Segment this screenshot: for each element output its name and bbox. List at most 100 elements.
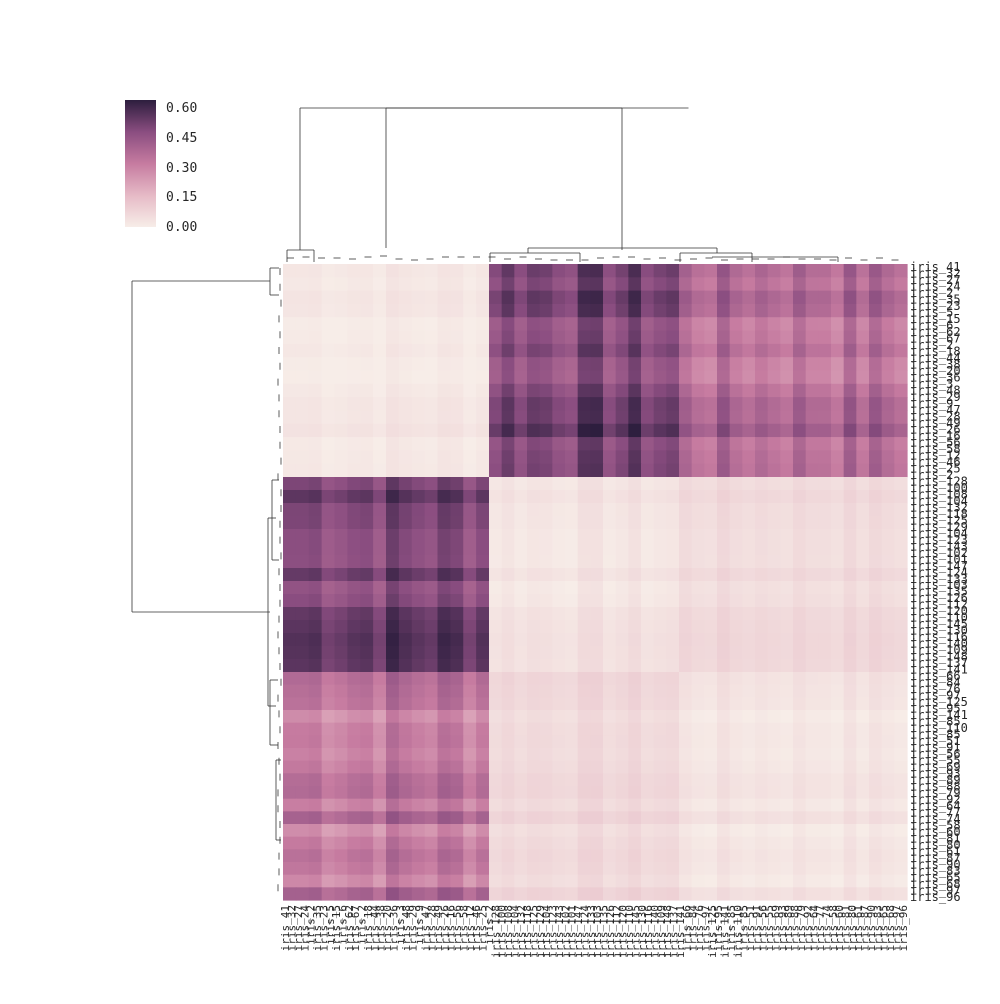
heatmap-cell (283, 542, 297, 556)
heatmap-cell (793, 383, 807, 398)
heatmap-cell (818, 477, 832, 491)
heatmap-cell (869, 697, 883, 711)
column-tick-label: iris_62 (343, 905, 356, 951)
heatmap-cell (552, 824, 566, 838)
heatmap-cell (437, 410, 451, 425)
heatmap-cell (805, 397, 819, 412)
heatmap-cell (450, 450, 464, 465)
heatmap-cell (463, 330, 477, 345)
heatmap-cell (615, 620, 629, 634)
heatmap-cell (565, 317, 579, 332)
heatmap-cell (805, 477, 819, 491)
heatmap-cell (704, 824, 718, 838)
heatmap-cell (767, 760, 781, 774)
heatmap-cell (463, 277, 477, 292)
heatmap-cell (603, 773, 617, 787)
heatmap-cell (869, 529, 883, 543)
heatmap-cell (577, 330, 591, 345)
heatmap-cell (831, 542, 845, 556)
column-tick-label: iris_18 (362, 905, 375, 951)
heatmap-cell (691, 607, 705, 621)
heatmap-cell (755, 383, 769, 398)
heatmap-cell (831, 343, 845, 358)
heatmap-cell (856, 357, 870, 372)
heatmap-cell (856, 397, 870, 412)
heatmap-cell (295, 887, 310, 901)
heatmap-cell (527, 620, 541, 634)
heatmap-cell (780, 684, 794, 698)
column-tick-label: iris_38 (375, 905, 388, 951)
heatmap-cell (704, 620, 718, 634)
heatmap-cell (398, 773, 413, 787)
heatmap-cell (295, 303, 310, 318)
heatmap-cell (704, 710, 718, 724)
heatmap-cell (424, 710, 439, 724)
heatmap-cell (476, 437, 490, 451)
heatmap-cell (321, 370, 336, 385)
heatmap-cell (476, 343, 490, 358)
heatmap-cell (615, 490, 629, 504)
heatmap-cell (437, 862, 451, 876)
heatmap-cell (437, 437, 451, 451)
heatmap-cell (653, 397, 667, 412)
row-tick-label: iris_29 (910, 390, 961, 404)
heatmap-cell (729, 542, 743, 556)
heatmap-cell (704, 722, 718, 736)
heatmap-cell (476, 672, 490, 686)
heatmap-cell (742, 684, 756, 698)
heatmap-cell (742, 568, 756, 582)
heatmap-cell (831, 659, 845, 673)
heatmap-cell (628, 477, 642, 491)
heatmap-cell (717, 581, 731, 595)
heatmap-cell (717, 277, 731, 292)
heatmap-cell (295, 450, 310, 465)
heatmap-cell (539, 760, 553, 774)
heatmap-cell (295, 672, 310, 686)
heatmap-cell (843, 735, 857, 749)
heatmap-cell (295, 659, 310, 673)
heatmap-cell (424, 343, 439, 358)
heatmap-cell (666, 811, 680, 825)
heatmap-cell (767, 450, 781, 465)
heatmap-cell (628, 633, 642, 647)
heatmap-cell (717, 620, 731, 634)
heatmap-cell (653, 697, 667, 711)
heatmap-cell (386, 303, 400, 318)
heatmap-cell (295, 811, 310, 825)
row-tick-label: iris_84 (910, 676, 961, 690)
heatmap-cell (450, 290, 464, 305)
heatmap-cell (386, 760, 400, 774)
row-tick-label: iris_35 (910, 293, 961, 307)
heatmap-cell (334, 290, 348, 305)
heatmap-cell (347, 760, 361, 774)
heatmap-cell (386, 710, 400, 724)
heatmap-cell (767, 824, 781, 838)
heatmap-cell (805, 748, 819, 762)
heatmap-cell (514, 410, 528, 425)
heatmap-cell (717, 607, 731, 621)
heatmap-cell (691, 849, 705, 863)
heatmap-cell (437, 383, 451, 398)
row-tick-label: iris_66 (910, 669, 961, 683)
heatmap-cell (514, 735, 528, 749)
heatmap-cell (615, 874, 629, 888)
heatmap-cell (780, 264, 794, 278)
heatmap-cell (831, 423, 845, 438)
heatmap-cell (398, 836, 413, 850)
heatmap-cell (691, 490, 705, 504)
heatmap-cell (373, 710, 387, 724)
heatmap-cell (539, 786, 553, 800)
row-tick-label: iris_23 (910, 299, 961, 313)
heatmap-cell (539, 290, 553, 305)
heatmap-cell (347, 410, 361, 425)
heatmap-cell (577, 620, 591, 634)
heatmap-cell (283, 477, 297, 491)
heatmap-cell (590, 277, 604, 292)
heatmap-cell (577, 264, 591, 278)
heatmap-cell (386, 477, 400, 491)
heatmap-cell (729, 735, 743, 749)
heatmap-cell (881, 874, 895, 888)
heatmap-cell (386, 277, 400, 292)
heatmap-cell (489, 490, 503, 504)
heatmap-cell (552, 672, 566, 686)
